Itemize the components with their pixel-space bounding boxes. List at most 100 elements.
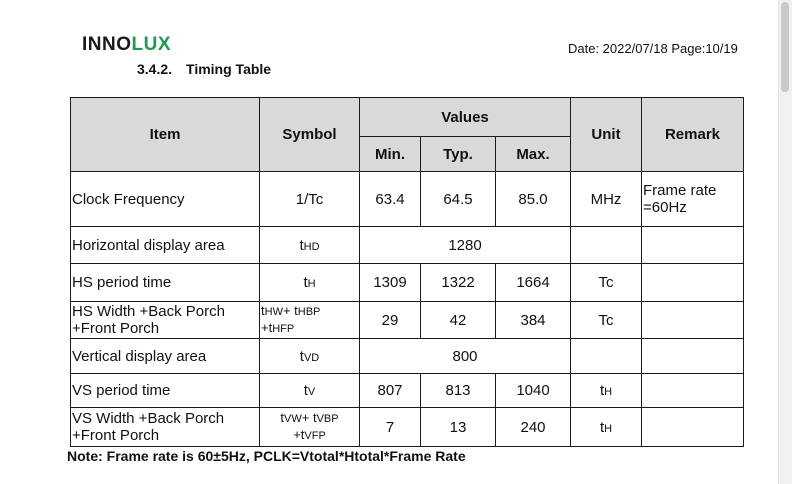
remark-cell xyxy=(641,263,744,302)
symbol-cell: tV xyxy=(259,373,360,408)
table-row: Clock Frequency 1/Tc 63.4 64.5 85.0 MHz … xyxy=(70,171,744,227)
date-page-label: Date: 2022/07/18 Page:10/19 xyxy=(568,41,738,56)
header-item: Item xyxy=(70,97,260,172)
logo-text-accent: LUX xyxy=(131,34,171,55)
symbol-cell: tVW+ tVBP +tVFP xyxy=(259,407,360,447)
symbol-main: t xyxy=(303,274,308,291)
symbol-sub: VBP xyxy=(316,413,339,425)
symbol-sub: HD xyxy=(303,240,320,253)
min-cell: 807 xyxy=(359,373,421,408)
item-line-1: HS Width +Back Porch xyxy=(72,303,225,320)
header-min: Min. xyxy=(359,136,421,172)
header-symbol: Symbol xyxy=(259,97,360,172)
typ-cell: 42 xyxy=(420,301,496,339)
symbol-main: t xyxy=(299,347,304,365)
symbol-sub: V xyxy=(307,386,316,398)
unit-cell: tH xyxy=(570,407,642,447)
header-values: Values xyxy=(359,97,571,137)
logo-text-main: INNO xyxy=(82,34,132,55)
section-number: 3.4.2. xyxy=(137,61,173,77)
unit-cell: Tc xyxy=(570,263,642,302)
symbol-main: + t xyxy=(301,410,317,425)
item-cell: HS Width +Back Porch +Front Porch xyxy=(70,301,260,339)
vertical-scrollbar[interactable] xyxy=(778,0,792,484)
unit-sub: H xyxy=(604,422,613,435)
symbol-sub: HFP xyxy=(272,323,295,335)
company-logo: INNOLUX xyxy=(82,35,171,54)
min-cell: 7 xyxy=(359,407,421,447)
unit-main: t xyxy=(599,382,605,399)
item-line-1: VS Width +Back Porch xyxy=(72,410,225,427)
symbol-main: +t xyxy=(293,427,305,442)
unit-cell: MHz xyxy=(570,171,642,227)
unit-cell xyxy=(570,338,642,374)
item-line-2: +Front Porch xyxy=(72,320,160,337)
min-cell: 63.4 xyxy=(359,171,421,227)
remark-line-1: Frame rate xyxy=(643,182,717,199)
header-max: Max. xyxy=(495,136,571,172)
symbol-main: t xyxy=(303,382,308,399)
max-cell: 1664 xyxy=(495,263,571,302)
symbol-sub: H xyxy=(307,278,316,290)
value-cell: 800 xyxy=(359,338,571,374)
typ-cell: 813 xyxy=(420,373,496,408)
item-cell: VS period time xyxy=(70,373,260,408)
unit-sub: H xyxy=(604,386,613,398)
max-cell: 1040 xyxy=(495,373,571,408)
typ-cell: 64.5 xyxy=(420,171,496,227)
remark-cell: Frame rate =60Hz xyxy=(641,171,744,227)
symbol-sub: VD xyxy=(303,351,320,364)
table-row: VS period time tV 807 813 1040 tH xyxy=(70,373,744,408)
unit-main: t xyxy=(599,418,605,436)
unit-cell: Tc xyxy=(570,301,642,339)
symbol-cell: tVD xyxy=(259,338,360,374)
remark-cell xyxy=(641,301,744,339)
item-cell: Horizontal display area xyxy=(70,226,260,264)
value-cell: 1280 xyxy=(359,226,571,264)
item-cell: Clock Frequency xyxy=(70,171,260,227)
max-cell: 240 xyxy=(495,407,571,447)
symbol-sub: HW xyxy=(264,306,283,318)
typ-cell: 13 xyxy=(420,407,496,447)
header-typ: Typ. xyxy=(420,136,496,172)
table-note: Note: Frame rate is 60±5Hz, PCLK=Vtotal*… xyxy=(67,448,466,464)
symbol-cell: tH xyxy=(259,263,360,302)
symbol-main: t xyxy=(261,303,265,318)
section-title: Timing Table xyxy=(186,61,272,77)
symbol-cell: tHD xyxy=(259,226,360,264)
header-unit: Unit xyxy=(570,97,642,172)
remark-cell xyxy=(641,373,744,408)
remark-cell xyxy=(641,407,744,447)
timing-table: Item Symbol Values Unit Remark Min. Typ.… xyxy=(70,97,744,447)
symbol-sub: VFP xyxy=(304,430,326,442)
remark-line-2: =60Hz xyxy=(643,199,687,216)
remark-cell xyxy=(641,226,744,264)
section-heading: 3.4.2. Timing Table xyxy=(137,62,271,76)
unit-cell: tH xyxy=(570,373,642,408)
symbol-main: t xyxy=(299,236,304,254)
symbol-cell: 1/Tc xyxy=(259,171,360,227)
table-row: Vertical display area tVD 800 xyxy=(70,338,744,374)
remark-cell xyxy=(641,338,744,374)
table-row: HS Width +Back Porch +Front Porch tHW+ tH… xyxy=(70,301,744,339)
symbol-sub: HBP xyxy=(297,306,321,318)
table-row: VS Width +Back Porch +Front Porch tVW+ tV… xyxy=(70,407,744,447)
symbol-main: +t xyxy=(261,320,273,335)
symbol-cell: tHW+ tHBP +tHFP xyxy=(259,301,360,339)
scrollbar-thumb[interactable] xyxy=(781,2,789,92)
unit-cell xyxy=(570,226,642,264)
table-row: HS period time tH 1309 1322 1664 Tc xyxy=(70,263,744,302)
header-remark: Remark xyxy=(641,97,744,172)
max-cell: 85.0 xyxy=(495,171,571,227)
symbol-sub: VW xyxy=(284,413,302,425)
symbol-main: + t xyxy=(282,303,298,318)
table-row: Horizontal display area tHD 1280 xyxy=(70,226,744,264)
typ-cell: 1322 xyxy=(420,263,496,302)
min-cell: 29 xyxy=(359,301,421,339)
symbol-main: t xyxy=(280,410,285,425)
item-cell: Vertical display area xyxy=(70,338,260,374)
item-cell: HS period time xyxy=(70,263,260,302)
max-cell: 384 xyxy=(495,301,571,339)
item-cell: VS Width +Back Porch +Front Porch xyxy=(70,407,260,447)
item-line-2: +Front Porch xyxy=(72,427,160,444)
